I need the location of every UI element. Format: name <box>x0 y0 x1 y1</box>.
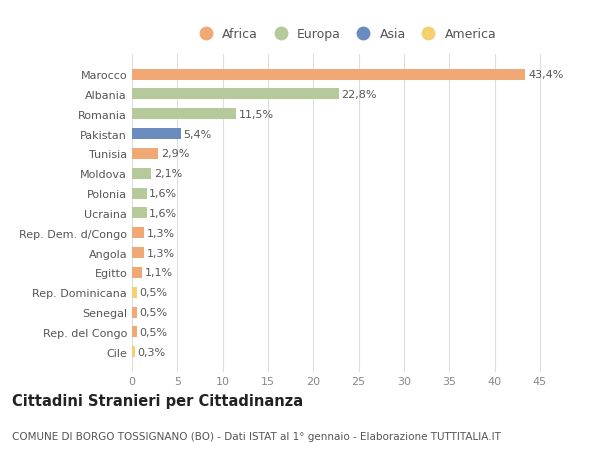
Bar <box>132 347 135 358</box>
Text: 1,6%: 1,6% <box>149 208 178 218</box>
Bar <box>132 247 144 258</box>
Text: 0,5%: 0,5% <box>139 308 167 317</box>
Text: 11,5%: 11,5% <box>239 110 274 119</box>
Text: 5,4%: 5,4% <box>184 129 212 139</box>
Bar <box>132 129 181 140</box>
Text: 2,9%: 2,9% <box>161 149 190 159</box>
Bar <box>132 228 144 239</box>
Bar <box>132 69 526 80</box>
Text: 0,5%: 0,5% <box>139 288 167 297</box>
Bar <box>132 89 338 100</box>
Bar <box>132 109 236 120</box>
Text: 0,3%: 0,3% <box>137 347 166 357</box>
Text: 22,8%: 22,8% <box>341 90 377 100</box>
Text: Cittadini Stranieri per Cittadinanza: Cittadini Stranieri per Cittadinanza <box>12 393 303 409</box>
Bar <box>132 208 146 219</box>
Text: 2,1%: 2,1% <box>154 169 182 179</box>
Text: 43,4%: 43,4% <box>528 70 563 80</box>
Text: 1,1%: 1,1% <box>145 268 173 278</box>
Legend: Africa, Europa, Asia, America: Africa, Europa, Asia, America <box>188 23 502 46</box>
Text: 1,3%: 1,3% <box>146 228 175 238</box>
Bar <box>132 327 137 338</box>
Bar <box>132 188 146 199</box>
Bar <box>132 307 137 318</box>
Text: 1,3%: 1,3% <box>146 248 175 258</box>
Bar <box>132 168 151 179</box>
Bar <box>132 287 137 298</box>
Bar <box>132 149 158 160</box>
Text: 0,5%: 0,5% <box>139 327 167 337</box>
Text: 1,6%: 1,6% <box>149 189 178 199</box>
Bar <box>132 267 142 278</box>
Text: COMUNE DI BORGO TOSSIGNANO (BO) - Dati ISTAT al 1° gennaio - Elaborazione TUTTIT: COMUNE DI BORGO TOSSIGNANO (BO) - Dati I… <box>12 431 501 441</box>
